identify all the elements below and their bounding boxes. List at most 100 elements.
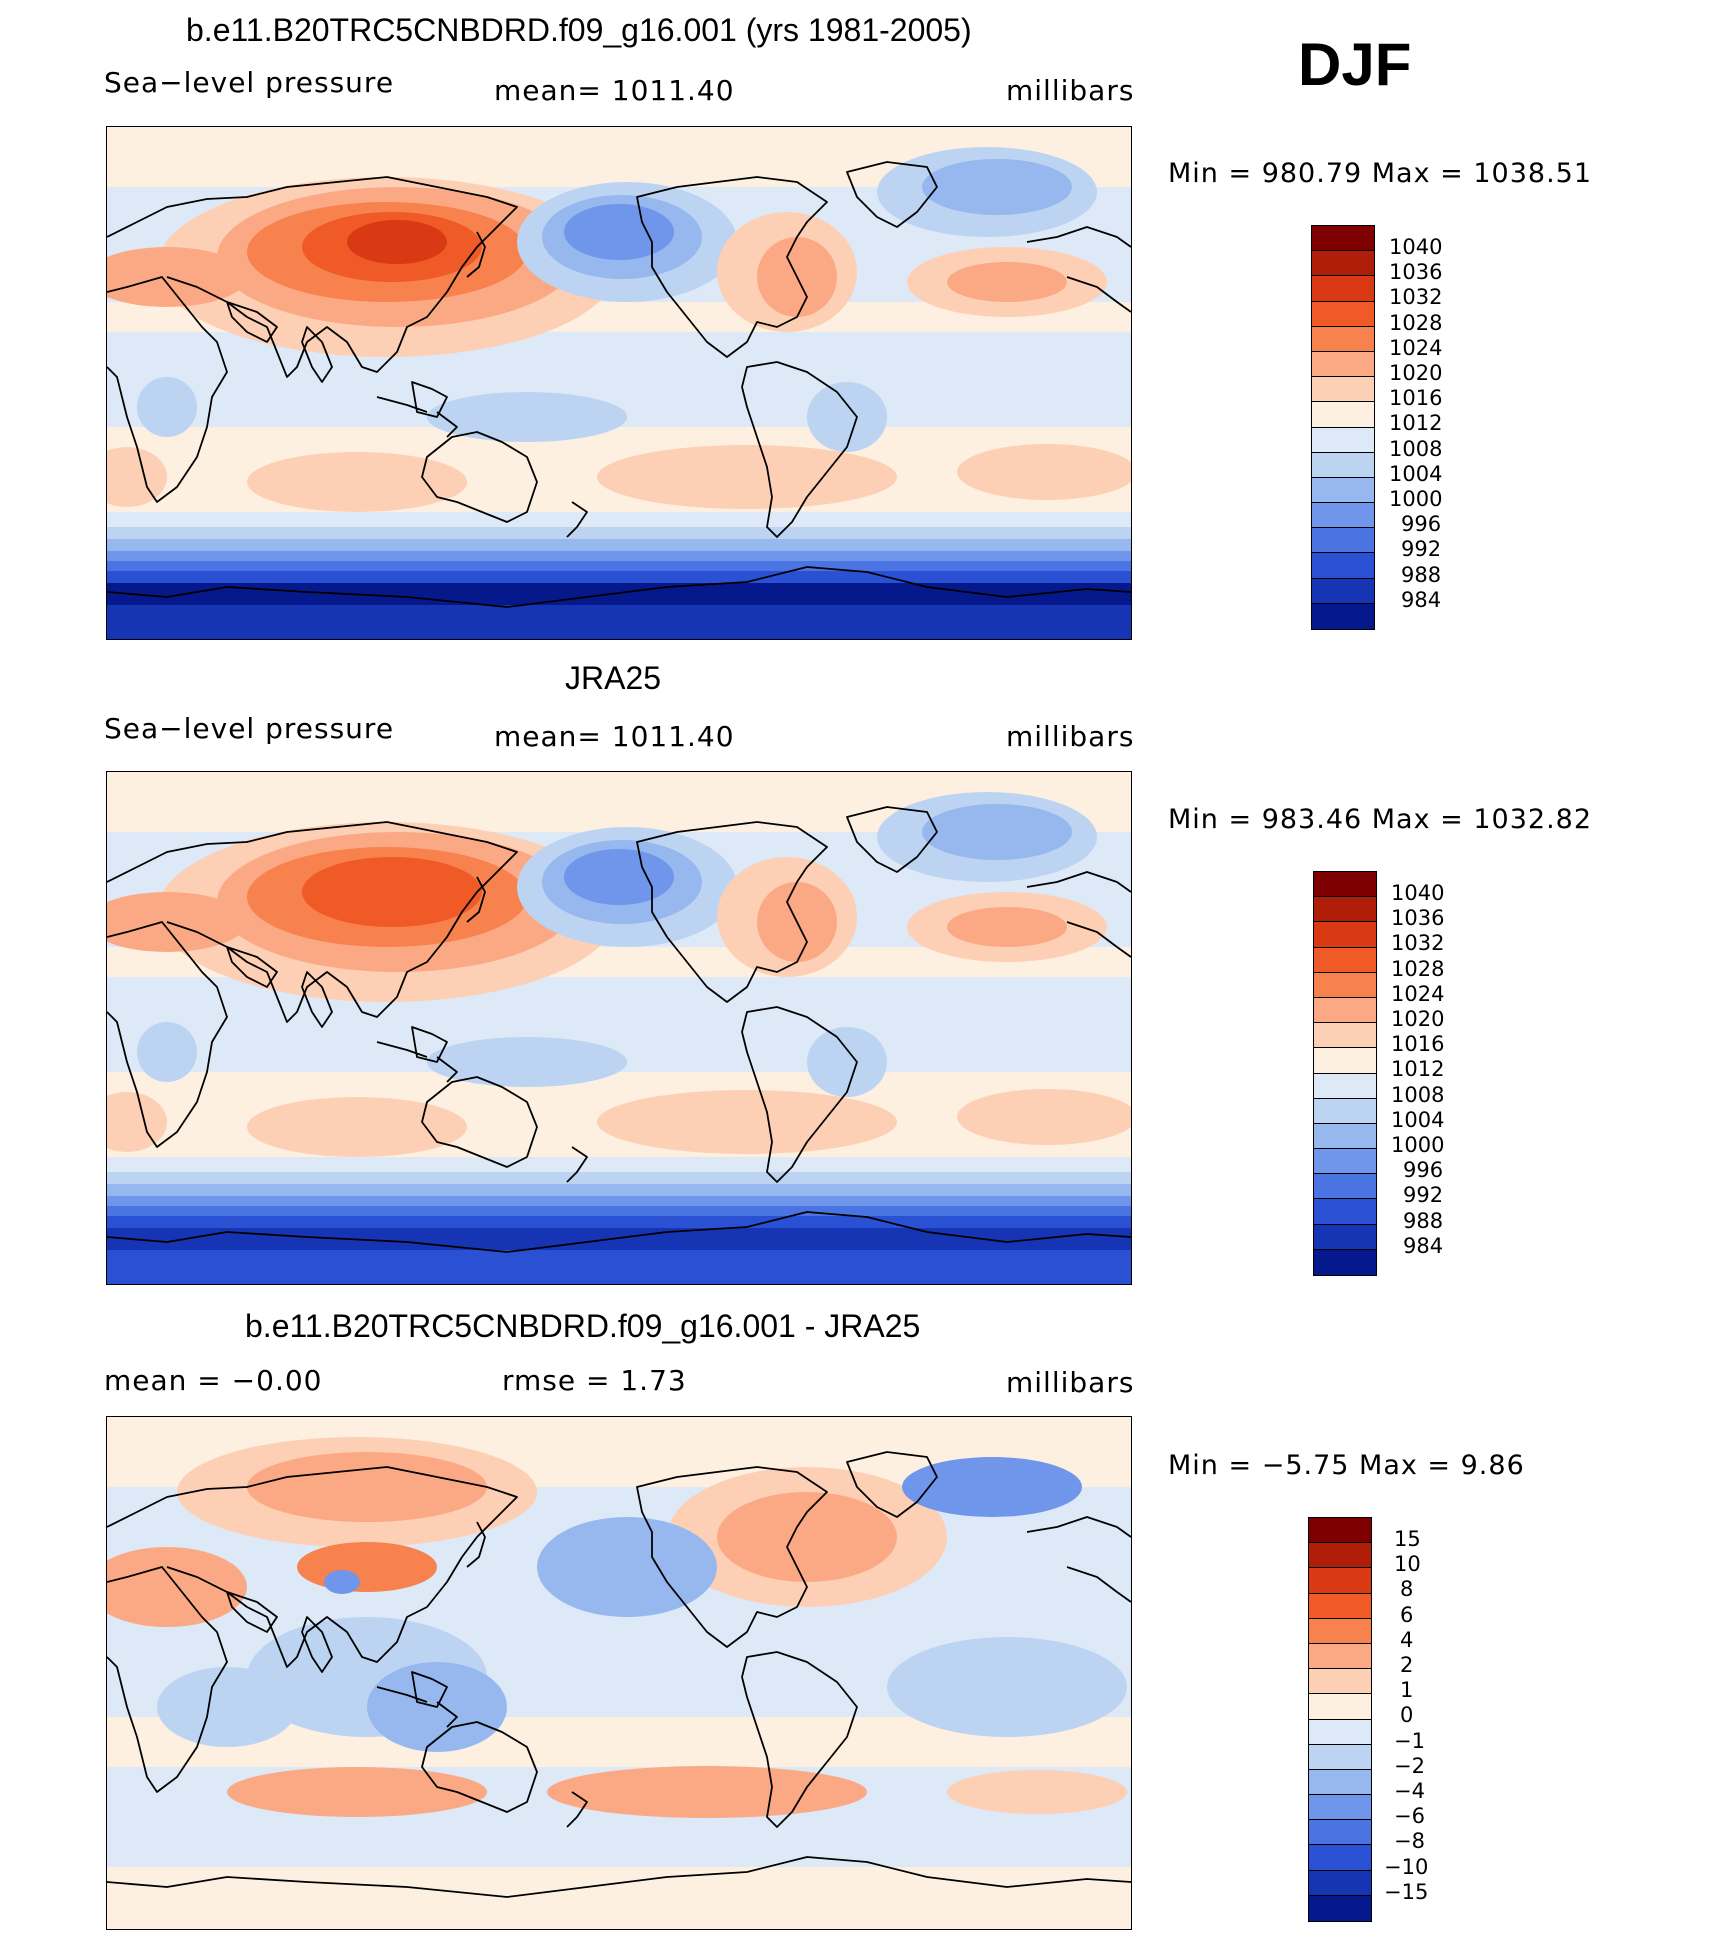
coastline-path [226, 1591, 278, 1633]
pressure-contour [957, 1089, 1131, 1145]
colorbar-tick-label: 1012 [1389, 411, 1443, 436]
coastline-path [741, 361, 858, 538]
colorbar-swatch [1314, 922, 1376, 948]
season-label: DJF [1298, 31, 1412, 98]
colorbar-swatch [1312, 226, 1374, 252]
pressure-contour [427, 1037, 627, 1087]
colorbar-swatch [1309, 1593, 1371, 1619]
colorbar-swatch [1314, 1149, 1376, 1175]
pressure-contour [597, 1090, 897, 1154]
coastline-path [466, 231, 486, 278]
pressure-contour [107, 1092, 167, 1152]
colorbar-swatch [1312, 276, 1374, 302]
coastlines [107, 161, 1131, 608]
coastline-path [466, 1521, 486, 1568]
colorbar-swatch [1312, 578, 1374, 604]
colorbar-swatch [1314, 1023, 1376, 1049]
colorbar-tick-label: 984 [1401, 587, 1442, 612]
pressure-contour [137, 377, 197, 437]
colorbar-tick-label: 992 [1401, 537, 1442, 562]
pressure-contour [717, 1492, 897, 1582]
panel-title: JRA25 [565, 660, 662, 696]
coastline-path [107, 176, 518, 378]
colorbar-tick-label: 1036 [1389, 260, 1443, 285]
coastline-path [107, 1211, 1131, 1253]
coastline-path [421, 1721, 538, 1813]
colorbar-swatch [1314, 1174, 1376, 1200]
colorbar-swatch [1309, 1568, 1371, 1594]
coastline-path [1066, 276, 1131, 313]
colorbar-swatch [1309, 1518, 1371, 1544]
pressure-band [107, 571, 1131, 585]
variable-label: Sea−level pressure [104, 66, 395, 99]
colorbar-obs [1313, 871, 1377, 1276]
colorbar-swatch [1314, 972, 1376, 998]
map-difference [106, 1416, 1132, 1930]
pressure-contour [324, 1570, 360, 1594]
colorbar-swatch [1309, 1895, 1371, 1921]
coastlines [107, 806, 1131, 1253]
pressure-contour [137, 1022, 197, 1082]
colorbar-diff [1308, 1517, 1372, 1922]
pressure-contour [302, 857, 482, 927]
colorbar-swatch [1314, 947, 1376, 973]
colorbar-tick-label: −1 [1394, 1728, 1425, 1753]
map-obs-slp [106, 771, 1132, 1285]
coastline-path [226, 946, 278, 988]
coastline-path [107, 566, 1131, 608]
coastline-path [107, 821, 518, 1023]
panel-title: b.e11.B20TRC5CNBDRD.f09_g16.001 - JRA25 [245, 1308, 921, 1344]
coastline-path [411, 381, 448, 418]
colorbar-tick-label: −15 [1384, 1879, 1429, 1904]
variable-label: Sea−level pressure [104, 712, 395, 745]
colorbar-swatch [1309, 1618, 1371, 1644]
pressure-band [107, 1250, 1131, 1284]
map-canvas [107, 772, 1131, 1284]
colorbar-tick-label: 1024 [1391, 981, 1445, 1006]
pressure-contour [947, 907, 1067, 947]
coastline-path [411, 1671, 448, 1708]
colorbar-swatch [1314, 1073, 1376, 1099]
pressure-band [107, 1228, 1131, 1250]
coastline-path [466, 876, 486, 923]
coastline-path [846, 1451, 938, 1518]
colorbar-tick-label: 1032 [1389, 285, 1443, 310]
colorbar-swatch [1309, 1820, 1371, 1846]
pressure-contour [247, 1452, 487, 1522]
pressure-contour [887, 1637, 1127, 1737]
map-canvas [107, 1417, 1131, 1929]
coastline-path [376, 1041, 428, 1058]
coastlines [107, 1451, 1131, 1898]
colorbar-tick-label: 1008 [1389, 436, 1443, 461]
coastline-path [107, 1856, 1131, 1898]
mean-label: mean = −0.00 [104, 1364, 323, 1397]
pressure-band [107, 561, 1131, 573]
coastline-path [1026, 226, 1131, 248]
mean-label: mean= 1011.40 [494, 720, 735, 753]
coastline-path [636, 821, 828, 1003]
colorbar-tick-label: 996 [1403, 1158, 1444, 1183]
colorbar-tick-label: 1020 [1389, 361, 1443, 385]
colorbar-tick-label: 6 [1400, 1602, 1414, 1627]
colorbar-model [1311, 225, 1375, 630]
colorbar-swatch [1312, 251, 1374, 277]
colorbar-swatch [1309, 1744, 1371, 1770]
colorbar-swatch [1309, 1694, 1371, 1720]
pressure-contour [922, 159, 1072, 215]
colorbar-tick-label: 1000 [1391, 1133, 1445, 1157]
pressure-band [107, 583, 1131, 605]
colorbar-swatch [1309, 1543, 1371, 1569]
colorbar-tick-label: 0 [1400, 1703, 1414, 1728]
coastline-path [846, 161, 938, 228]
colorbar-swatch [1312, 452, 1374, 478]
colorbar-tick-label: 1028 [1389, 310, 1443, 335]
pressure-contour [537, 1517, 717, 1617]
colorbar-swatch [1314, 997, 1376, 1024]
pressure-band [107, 551, 1131, 563]
colorbar-swatch [1309, 1719, 1371, 1745]
pressure-contour [947, 1770, 1127, 1814]
coastline-path [421, 1076, 538, 1168]
pressure-contour [427, 392, 627, 442]
colorbar-swatch [1314, 872, 1376, 898]
pressure-contour [107, 247, 247, 307]
